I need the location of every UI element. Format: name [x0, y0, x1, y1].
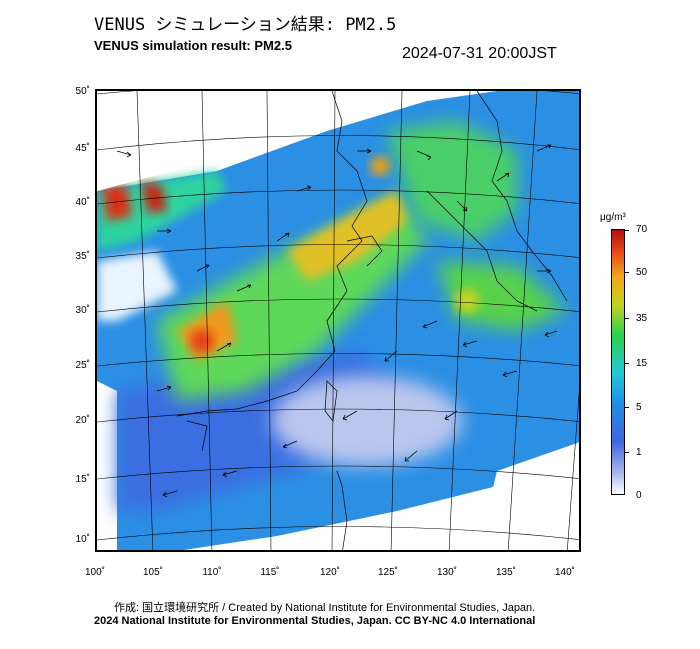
lon-label-110: 110˚ — [202, 567, 222, 578]
lon-label-135: 135˚ — [495, 567, 516, 578]
lat-label-10: 10˚ — [75, 534, 90, 545]
lat-label-30: 30˚ — [75, 305, 90, 316]
lon-label-130: 130˚ — [436, 567, 457, 578]
colorbar-tick — [624, 407, 629, 408]
colorbar-tick — [624, 363, 629, 364]
timestamp: 2024-07-31 20:00JST — [402, 45, 557, 62]
coastlines — [176, 91, 568, 550]
colorbar-unit: μg/m³ — [600, 212, 626, 223]
colorbar-label-1: 1 — [636, 447, 642, 458]
colorbar-label-5: 5 — [636, 402, 642, 413]
title-english: VENUS simulation result: PM2.5 — [94, 38, 292, 53]
credit-line: 作成: 国立環境研究所 / Created by National Instit… — [114, 602, 536, 614]
colorbar-label-35: 35 — [636, 313, 648, 324]
colorbar-label-15: 15 — [636, 358, 648, 369]
map-canvas — [97, 91, 579, 550]
lat-label-20: 20˚ — [75, 415, 90, 426]
colorbar-tick — [624, 452, 629, 453]
colorbar-tick — [624, 318, 629, 319]
lon-label-105: 105˚ — [142, 567, 163, 578]
lon-label-115: 115˚ — [260, 567, 280, 578]
colorbar-tick — [624, 230, 629, 231]
lat-label-25: 25˚ — [75, 360, 90, 371]
lon-label-140: 140˚ — [554, 567, 575, 578]
copyright-line: 2024 National Institute for Environmenta… — [94, 615, 536, 627]
lat-label-15: 15˚ — [75, 474, 90, 485]
colorbar-label-0: 0 — [636, 490, 642, 501]
lon-label-100: 100˚ — [84, 567, 105, 578]
lon-label-120: 120˚ — [319, 567, 340, 578]
pm25-map — [95, 89, 581, 552]
colorbar — [611, 229, 625, 495]
graticule — [97, 91, 579, 550]
lat-label-35: 35˚ — [75, 251, 90, 262]
colorbar-label-70: 70 — [636, 224, 648, 235]
concentration-field — [97, 91, 579, 550]
colorbar-label-50: 50 — [636, 267, 648, 278]
title-japanese: VENUS シミュレーション結果: PM2.5 — [94, 15, 397, 35]
lat-label-50: 50˚ — [75, 86, 90, 97]
lat-label-45: 45˚ — [75, 143, 90, 154]
lat-label-40: 40˚ — [75, 197, 90, 208]
colorbar-tick — [624, 272, 629, 273]
wind-vectors — [116, 144, 558, 498]
lon-label-125: 125˚ — [377, 567, 398, 578]
